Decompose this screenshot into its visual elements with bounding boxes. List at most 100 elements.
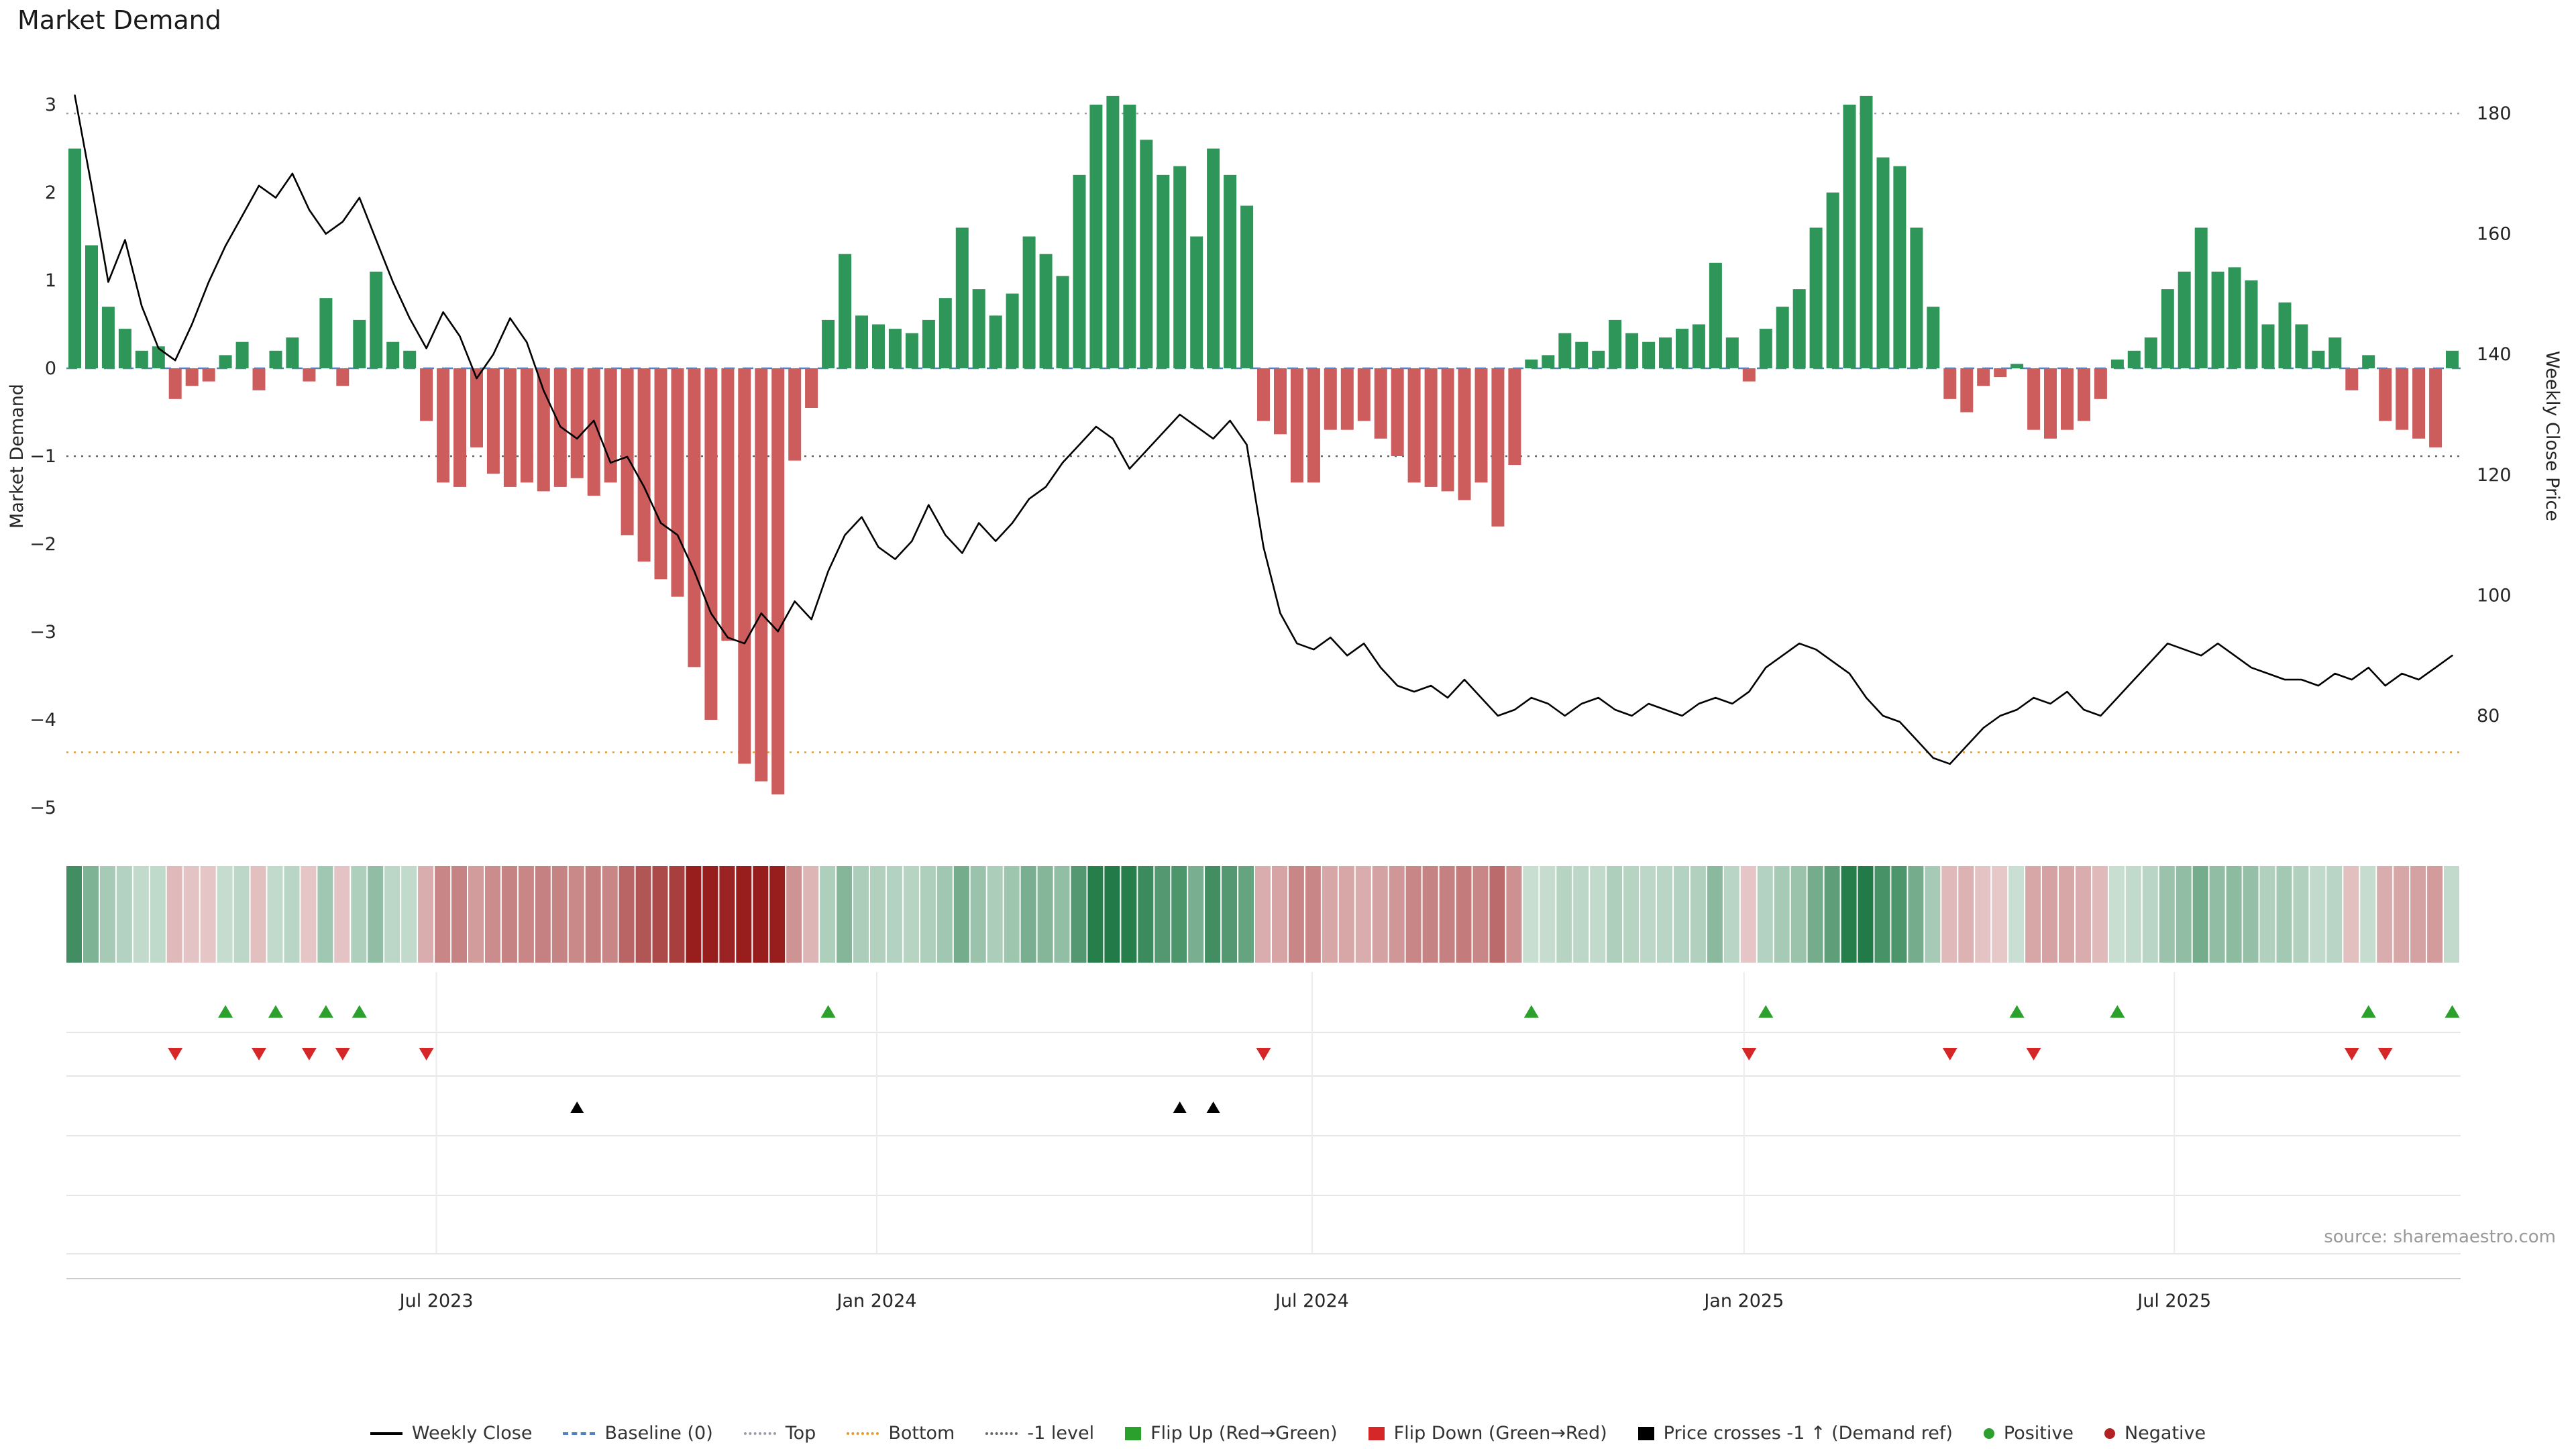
heatmap-cell xyxy=(267,866,283,963)
demand-bar xyxy=(486,368,500,474)
left-axis-tick: 2 xyxy=(45,182,56,203)
demand-bar xyxy=(1709,262,1722,368)
heatmap-cell xyxy=(1757,866,1773,963)
demand-bar xyxy=(2396,368,2409,430)
heatmap-cell xyxy=(1841,866,1857,963)
demand-bar xyxy=(1994,368,2007,378)
demand-bar xyxy=(1792,289,1806,368)
demand-bar xyxy=(1742,368,1756,382)
demand-bar xyxy=(1642,341,1656,368)
demand-bar xyxy=(2446,350,2459,368)
right-axis-tick: 120 xyxy=(2477,465,2512,486)
demand-bar xyxy=(1776,307,1789,368)
flip-up-marker xyxy=(318,1005,333,1018)
demand-bar xyxy=(989,315,1002,368)
right-axis-tick: 140 xyxy=(2477,344,2512,365)
demand-bar xyxy=(2110,359,2124,368)
demand-bar xyxy=(2228,267,2241,368)
heatmap-cell xyxy=(1975,866,1991,963)
demand-bar xyxy=(437,368,450,483)
heatmap-cell xyxy=(1891,866,1907,963)
heatmap-cell xyxy=(435,866,451,963)
flip-down-marker xyxy=(1256,1048,1271,1061)
demand-bar xyxy=(1340,368,1354,430)
demand-bar xyxy=(235,341,249,368)
heatmap-cell xyxy=(334,866,350,963)
heatmap-cell xyxy=(2108,866,2125,963)
event-markers xyxy=(168,1005,2460,1113)
demand-bar xyxy=(805,368,818,408)
demand-bar xyxy=(1692,324,1705,368)
demand-bar xyxy=(1257,368,1270,421)
left-axis-tick: −4 xyxy=(30,710,56,731)
heatmap-cell xyxy=(1657,866,1672,963)
heatmap-cell xyxy=(1573,866,1589,963)
heatmap-cell xyxy=(1489,866,1505,963)
demand-bar xyxy=(1324,368,1337,430)
dot-icon xyxy=(1983,1428,1994,1439)
demand-bar xyxy=(738,368,751,764)
heatmap-cell xyxy=(686,866,702,963)
demand-bar xyxy=(520,368,533,483)
flip-down-marker xyxy=(2344,1048,2359,1061)
demand-bar xyxy=(1725,337,1739,368)
demand-bar xyxy=(118,329,131,369)
demand-bar xyxy=(922,319,935,368)
heatmap-cell xyxy=(1807,866,1823,963)
demand-bar xyxy=(704,368,718,720)
demand-bar xyxy=(1106,95,1120,368)
demand-bar xyxy=(1240,205,1254,368)
heatmap-cell xyxy=(1087,866,1104,963)
demand-bar xyxy=(1893,166,1907,368)
demand-bar xyxy=(2362,355,2375,368)
reference-lines xyxy=(66,112,2461,753)
demand-bar xyxy=(336,368,350,386)
heatmap-cell xyxy=(2125,866,2141,963)
demand-bar xyxy=(771,368,785,795)
demand-bar xyxy=(822,319,835,368)
heatmap-cell xyxy=(803,866,819,963)
x-axis-tick: Jul 2025 xyxy=(2136,1291,2211,1311)
heatmap-cell xyxy=(1439,866,1455,963)
heatmap-cell xyxy=(518,866,534,963)
heatmap-cell xyxy=(585,866,601,963)
heatmap-cell xyxy=(602,866,618,963)
heatmap-cell xyxy=(1540,866,1556,963)
heatmap-cell xyxy=(2377,866,2393,963)
demand-bar xyxy=(1224,174,1237,368)
heatmap-cell xyxy=(669,866,685,963)
heatmap-cell xyxy=(1372,866,1388,963)
heatmap-cell xyxy=(2059,866,2074,963)
demand-bar xyxy=(1006,293,1019,368)
legend-label: Negative xyxy=(2124,1423,2206,1444)
heatmap-cell xyxy=(418,866,434,963)
demand-bar xyxy=(135,350,148,368)
demand-heatmap xyxy=(66,866,2459,963)
demand-bar xyxy=(1039,254,1053,368)
flip-down-marker xyxy=(2377,1048,2393,1061)
heatmap-cell xyxy=(1523,866,1539,963)
heatmap-cell xyxy=(2243,866,2259,963)
demand-bar xyxy=(2194,227,2208,368)
demand-bar xyxy=(1089,105,1103,368)
price-cross-marker xyxy=(570,1102,584,1113)
right-axis-tick: 100 xyxy=(2477,585,2512,606)
dot-icon xyxy=(2104,1428,2115,1439)
heatmap-cell xyxy=(2226,866,2242,963)
dotted-line-icon xyxy=(847,1432,879,1435)
heatmap-cell xyxy=(83,866,99,963)
heatmap-cell xyxy=(2092,866,2108,963)
heatmap-cell xyxy=(551,866,568,963)
legend-item: -1 level xyxy=(985,1423,1094,1444)
triangle-up-icon xyxy=(1125,1426,1142,1440)
heatmap-cell xyxy=(719,866,735,963)
heatmap-cell xyxy=(786,866,802,963)
heatmap-cell xyxy=(2427,866,2443,963)
heatmap-cell xyxy=(568,866,584,963)
flip-down-marker xyxy=(168,1048,183,1061)
demand-bar xyxy=(1508,368,1521,466)
heatmap-cell xyxy=(233,866,250,963)
heatmap-cell xyxy=(1958,866,1974,963)
heatmap-cell xyxy=(384,866,400,963)
